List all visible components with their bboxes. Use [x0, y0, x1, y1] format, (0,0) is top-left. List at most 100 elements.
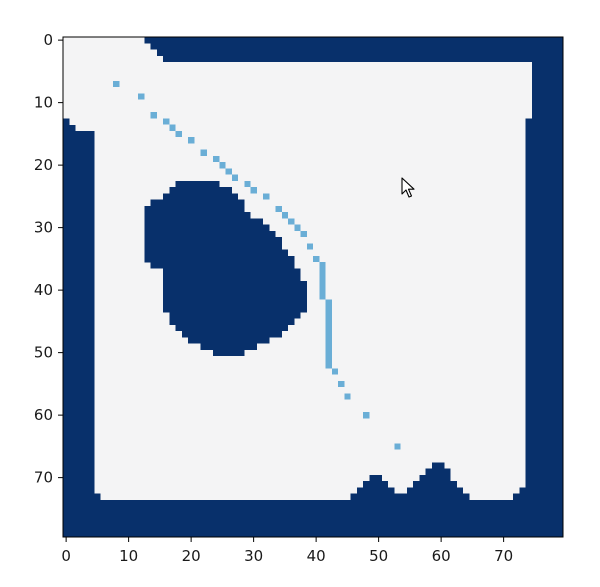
obstacle-cell	[150, 262, 295, 269]
y-tick-label: 40	[34, 281, 53, 299]
free-cell	[63, 37, 145, 44]
obstacle-cell	[163, 287, 307, 294]
path-point	[113, 80, 120, 87]
obstacle-cell	[144, 230, 276, 238]
obstacle-cell	[163, 293, 307, 300]
free-cell	[388, 480, 413, 488]
path-point	[338, 380, 345, 387]
obstacle-cell	[163, 268, 301, 275]
free-cell	[63, 55, 163, 63]
mouse-cursor-icon	[401, 177, 415, 198]
path-point	[325, 318, 332, 325]
free-cell	[63, 93, 532, 100]
free-cell	[94, 455, 526, 463]
path-point	[319, 268, 326, 275]
free-cell	[63, 74, 532, 82]
free-cell	[94, 149, 526, 157]
free-cell	[94, 162, 526, 169]
free-cell	[94, 312, 526, 319]
free-cell	[63, 43, 151, 50]
path-point	[263, 193, 270, 200]
free-cell	[94, 437, 526, 444]
path-point	[331, 368, 338, 375]
free-cell	[94, 137, 526, 144]
free-cell	[94, 430, 526, 438]
x-tick-label: 0	[61, 547, 71, 565]
path-point	[288, 218, 295, 225]
obstacle-cell	[163, 274, 301, 282]
path-point	[219, 162, 226, 169]
obstacle-cell	[150, 199, 245, 207]
free-cell	[94, 224, 526, 232]
obstacle-cell	[175, 324, 288, 332]
free-cell	[456, 480, 526, 488]
free-cell	[94, 337, 526, 344]
y-tick-label: 0	[43, 31, 53, 49]
x-tick-label: 40	[307, 547, 326, 565]
path-point	[300, 230, 307, 237]
obstacle-cell	[188, 337, 270, 344]
free-cell	[94, 462, 432, 469]
path-point	[325, 337, 332, 344]
free-cell	[94, 287, 526, 294]
obstacle-cell	[144, 224, 270, 232]
free-cell	[94, 305, 526, 313]
free-cell	[463, 487, 520, 494]
free-cell	[94, 405, 526, 413]
free-cell	[94, 399, 526, 407]
obstacle-cell	[169, 318, 295, 325]
path-point	[394, 443, 401, 450]
x-tick-label: 70	[494, 547, 513, 565]
free-cell	[94, 393, 526, 400]
path-point	[150, 112, 157, 119]
free-cell	[94, 412, 526, 419]
path-point	[213, 155, 220, 162]
path-point	[325, 299, 332, 306]
obstacle-cell	[144, 255, 295, 263]
y-tick-label: 60	[34, 406, 53, 424]
obstacle-cell	[163, 193, 238, 200]
y-tick-label: 10	[34, 94, 53, 112]
free-cell	[94, 130, 526, 138]
path-point	[313, 255, 320, 262]
path-point	[325, 305, 332, 312]
free-cell	[444, 462, 526, 469]
free-cell	[63, 99, 532, 107]
path-point	[325, 349, 332, 356]
obstacle-cell	[163, 280, 307, 288]
free-cell	[100, 493, 351, 500]
obstacle-cell	[144, 212, 251, 219]
free-cell	[94, 468, 426, 475]
free-cell	[94, 262, 526, 269]
free-cell	[94, 330, 526, 338]
free-cell	[94, 343, 526, 350]
obstacle-cell	[163, 299, 307, 307]
path-point	[250, 187, 257, 194]
path-point	[188, 137, 195, 144]
obstacle-cell	[144, 205, 245, 213]
free-cell	[94, 474, 370, 482]
free-cell	[94, 155, 526, 163]
path-point	[281, 212, 288, 219]
free-cell	[63, 80, 532, 88]
free-cell	[94, 268, 526, 275]
path-point	[319, 262, 326, 269]
path-point	[169, 124, 176, 131]
obstacle-cell	[169, 187, 232, 194]
path-point	[319, 280, 326, 287]
obstacle-cell	[163, 305, 307, 313]
free-cell	[94, 355, 526, 363]
free-cell	[94, 480, 363, 488]
path-point	[344, 393, 351, 400]
free-cell	[94, 443, 526, 450]
free-cell	[94, 274, 526, 282]
path-point	[325, 324, 332, 331]
free-cell	[94, 280, 526, 288]
obstacle-cell	[213, 349, 245, 357]
path-point	[200, 149, 207, 156]
free-cell	[75, 124, 526, 132]
obstacle-cell	[144, 237, 282, 244]
path-point	[275, 205, 282, 212]
path-point	[231, 174, 238, 181]
y-tick-label: 50	[34, 344, 53, 362]
